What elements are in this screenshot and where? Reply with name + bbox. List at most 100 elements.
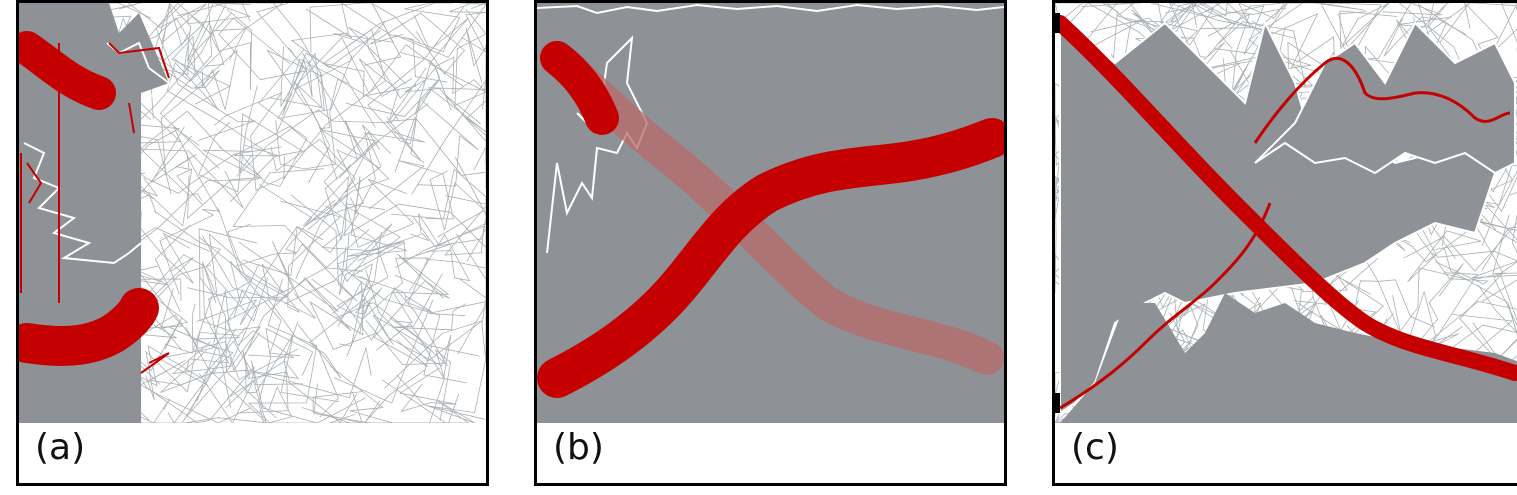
left-marker-bottom xyxy=(1055,393,1060,413)
background-line xyxy=(309,3,421,53)
background-line xyxy=(247,278,318,423)
background-line xyxy=(392,273,467,331)
background-line xyxy=(154,210,268,322)
background-line xyxy=(376,322,452,380)
background-line xyxy=(345,178,415,248)
background-line xyxy=(358,58,427,121)
background-line xyxy=(1055,3,1138,27)
background-line xyxy=(151,126,197,183)
background-line xyxy=(457,278,486,363)
background-line xyxy=(443,93,486,171)
background-line xyxy=(311,278,448,367)
background-line xyxy=(332,263,407,314)
background-line xyxy=(329,365,394,423)
background-line xyxy=(282,58,349,116)
background-line xyxy=(1216,3,1307,88)
background-line xyxy=(239,49,308,187)
background-line xyxy=(201,229,370,302)
background-line xyxy=(167,337,241,423)
background-line xyxy=(269,20,387,108)
background-line xyxy=(242,197,359,276)
background-line xyxy=(307,108,376,184)
background-line xyxy=(411,46,486,195)
background-line xyxy=(159,205,221,295)
background-line xyxy=(245,333,339,402)
highlight-curve-thick xyxy=(1055,15,1517,381)
background-line xyxy=(208,233,284,302)
panel-b-plot xyxy=(537,3,1004,423)
background-line xyxy=(395,206,486,268)
white-edge-top xyxy=(537,3,1004,15)
background-line xyxy=(187,149,261,220)
panel-label: (a) xyxy=(35,427,86,468)
background-line xyxy=(196,365,255,423)
background-line xyxy=(198,85,258,193)
background-line xyxy=(275,55,353,170)
background-line xyxy=(313,120,365,221)
background-line xyxy=(1403,134,1517,272)
background-line xyxy=(346,288,382,357)
background-line xyxy=(233,183,313,268)
highlight-curve-lower xyxy=(19,288,159,366)
background-line xyxy=(1092,3,1142,59)
background-line xyxy=(394,116,486,188)
background-line xyxy=(238,350,289,414)
background-line xyxy=(403,3,461,53)
background-line xyxy=(236,67,437,177)
background-line xyxy=(171,35,231,105)
background-line xyxy=(262,3,324,107)
background-line xyxy=(303,277,480,357)
background-line xyxy=(270,138,356,279)
background-line xyxy=(1165,3,1287,15)
background-line xyxy=(391,168,486,231)
background-line xyxy=(313,369,426,423)
background-line xyxy=(323,131,401,255)
background-line xyxy=(1477,284,1517,335)
background-line xyxy=(341,3,448,83)
background-line xyxy=(434,56,486,111)
background-line xyxy=(226,304,295,358)
background-line xyxy=(1471,260,1517,382)
background-line xyxy=(322,3,435,97)
background-line xyxy=(345,233,467,384)
background-line xyxy=(133,267,232,409)
background-line xyxy=(160,350,267,423)
background-line xyxy=(339,242,454,296)
background-line xyxy=(213,91,286,192)
highlight-curve-faded xyxy=(540,41,1004,375)
background-line xyxy=(234,125,351,172)
background-line xyxy=(159,3,251,169)
background-line xyxy=(365,317,447,366)
background-line xyxy=(425,195,486,269)
background-line xyxy=(373,274,450,368)
background-line xyxy=(321,231,430,252)
background-line xyxy=(268,386,315,423)
background-line xyxy=(412,209,486,247)
background-line xyxy=(283,321,372,399)
background-line xyxy=(130,254,277,419)
left-marker-top xyxy=(1055,13,1060,33)
background-line xyxy=(302,175,486,248)
background-line xyxy=(294,52,376,181)
highlight-curve-solid xyxy=(537,118,1004,398)
background-line xyxy=(196,225,324,326)
background-line xyxy=(1170,3,1233,49)
background-line xyxy=(191,304,261,372)
background-line xyxy=(428,9,486,107)
background-line xyxy=(277,78,399,121)
background-line xyxy=(196,236,253,402)
background-line xyxy=(232,168,363,272)
background-line xyxy=(185,326,300,399)
panel-c: (c) xyxy=(1052,0,1517,486)
background-line xyxy=(304,141,379,241)
background-line xyxy=(131,363,269,423)
background-line xyxy=(399,367,457,413)
background-line xyxy=(325,205,403,320)
background-line xyxy=(333,3,402,66)
background-line xyxy=(276,37,464,133)
background-line xyxy=(394,3,486,58)
background-line xyxy=(1238,3,1298,40)
background-line xyxy=(1417,3,1470,84)
background-line xyxy=(1509,192,1517,196)
background-line xyxy=(404,79,486,166)
